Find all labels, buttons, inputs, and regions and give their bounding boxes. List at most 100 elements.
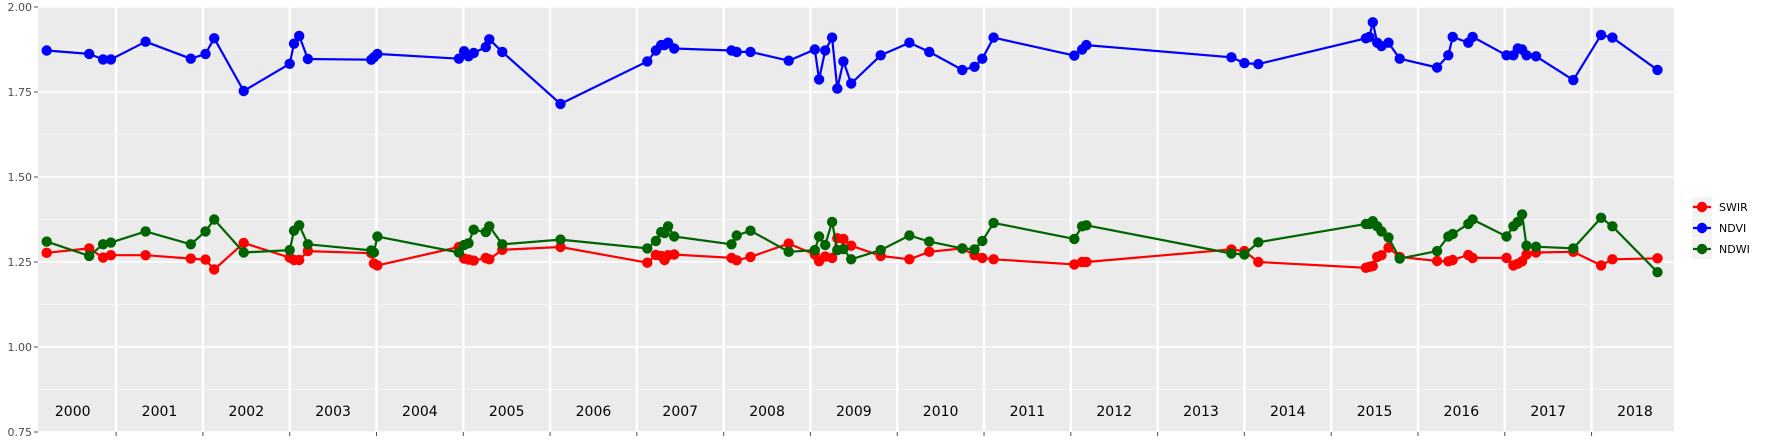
ndvi-point	[372, 48, 383, 60]
swir-point	[924, 246, 935, 257]
ndwi-point	[875, 244, 886, 256]
swir-point	[209, 264, 220, 275]
ndvi-point	[1367, 17, 1379, 28]
ndwi-point	[669, 231, 680, 242]
swir-point	[731, 255, 742, 266]
ndwi-point	[1516, 209, 1528, 220]
swir-point	[826, 252, 838, 264]
swir-point	[372, 260, 383, 271]
swir-point	[41, 247, 52, 258]
swir-point	[669, 249, 680, 260]
ndwi-point	[453, 247, 465, 258]
ndwi-point	[988, 217, 999, 229]
swir-point	[1607, 254, 1618, 265]
swir-point	[1595, 260, 1607, 271]
swir-point	[1376, 250, 1387, 261]
y-tick-label: 1.00	[8, 341, 33, 354]
ndvi-point	[484, 34, 495, 45]
y-tick-label: 1.75	[8, 86, 33, 99]
ndvi-point	[1521, 50, 1532, 61]
ndvi-point	[200, 48, 211, 60]
ndwi-point	[555, 234, 566, 245]
ndvi-point	[1443, 50, 1454, 61]
ndwi-point	[1239, 249, 1250, 260]
ndwi-point	[924, 236, 935, 247]
ndvi-point	[642, 56, 653, 67]
ndvi-point	[1253, 58, 1264, 70]
ndwi-point	[904, 230, 915, 241]
y-tick-label: 2.00	[8, 1, 33, 14]
ndwi-point	[1607, 221, 1618, 232]
swir-point	[904, 254, 915, 265]
ndwi-point	[294, 220, 305, 231]
swir-point	[468, 255, 479, 266]
ndvi-point	[284, 58, 295, 69]
ndvi-point	[497, 46, 508, 58]
ndwi-point	[1521, 240, 1532, 251]
ndwi-point	[1530, 241, 1542, 252]
ndvi-point	[1431, 62, 1443, 73]
swir-point	[838, 233, 849, 245]
ndvi-point	[238, 85, 249, 97]
ndwi-point	[1652, 267, 1663, 278]
year-label: 2010	[923, 404, 959, 420]
ndvi-point	[1447, 31, 1458, 43]
ndvi-series-line	[46, 21, 1659, 106]
ndwi-point	[284, 244, 295, 256]
ndvi-point	[1652, 64, 1663, 76]
swir-point	[1431, 255, 1443, 267]
ndwi-point	[468, 224, 479, 235]
swir-point	[555, 241, 566, 253]
ndvi-point	[957, 64, 968, 76]
swir-point	[783, 238, 794, 249]
ndwi-point	[731, 230, 742, 241]
ndvi-point	[555, 98, 566, 110]
y-axis: 0.75 1.00 1.25 1.50 1.75 2.00	[8, 1, 38, 439]
ndwi-point	[957, 243, 968, 254]
ndvi-point	[832, 83, 843, 94]
grid-layer	[38, 6, 1674, 436]
ndvi-point	[809, 44, 820, 55]
ndvi-point	[826, 32, 838, 43]
ndwi-point	[484, 221, 495, 232]
ndvi-point	[1607, 32, 1618, 43]
ndvi-point	[988, 32, 999, 43]
ndvi-point	[468, 47, 479, 59]
ndwi-point	[1431, 245, 1443, 257]
ndwi-point	[209, 214, 220, 225]
ndwi-point	[463, 238, 474, 249]
ndwi-point	[372, 231, 383, 242]
series-layer	[41, 17, 1663, 278]
ndvi-point	[1383, 37, 1394, 48]
ndwi-point	[368, 247, 380, 258]
ndvi-point	[1467, 31, 1478, 43]
year-label: 2016	[1444, 404, 1480, 420]
year-label: 2006	[576, 404, 612, 420]
ndwi-point	[200, 226, 211, 237]
swir-point	[745, 251, 756, 263]
ndvi-point	[977, 53, 988, 64]
swir-point	[1652, 253, 1663, 264]
ndvi-point	[1239, 57, 1250, 69]
ndvi-point	[813, 74, 825, 85]
year-label: 2003	[315, 404, 351, 420]
ndwi-point	[41, 236, 52, 247]
year-label: 2007	[662, 404, 698, 420]
ndvi-point	[453, 53, 465, 64]
year-label: 2005	[489, 404, 525, 420]
legend: SWIR NDVI NDWI	[1692, 197, 1750, 259]
ndvi-point	[1568, 74, 1579, 86]
legend-label-swir: SWIR	[1719, 201, 1748, 214]
year-labels: 2000 2001 2002 2003 2004 2005 2006 2007 2008 2009…	[55, 404, 1653, 420]
ndwi-point	[642, 243, 653, 254]
swir-point	[1501, 252, 1512, 264]
year-label: 2002	[228, 404, 264, 420]
year-label: 2001	[142, 404, 178, 420]
swir-point	[185, 253, 196, 264]
ndwi-point	[662, 221, 674, 232]
year-label: 2014	[1270, 404, 1306, 420]
swir-point	[238, 237, 249, 249]
ndwi-point	[726, 239, 737, 250]
y-tick-label: 1.25	[8, 256, 33, 269]
ndvi-point	[1595, 29, 1607, 41]
